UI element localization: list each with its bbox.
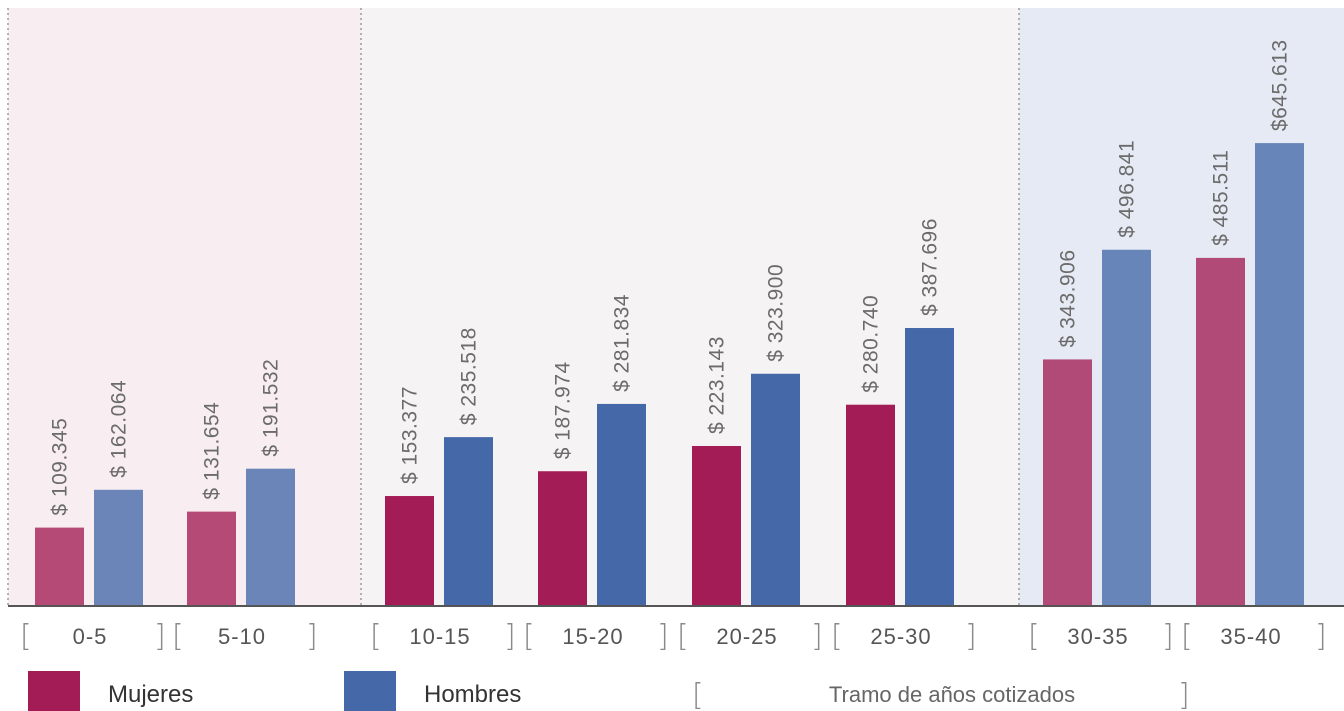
tick-bracket-close: ] bbox=[306, 619, 318, 654]
bar-hombres-25-30 bbox=[905, 328, 954, 606]
value-label-hombres-5-10: $ 191.532 bbox=[260, 359, 283, 457]
legend-swatch-mujeres bbox=[28, 671, 80, 711]
value-label-mujeres-0-5: $ 109.345 bbox=[49, 418, 72, 516]
tick-label-10-15: 10-15 bbox=[409, 624, 470, 649]
tick-bracket-open: [ bbox=[1028, 619, 1040, 654]
value-label-mujeres-25-30: $ 280.740 bbox=[860, 295, 883, 393]
value-label-hombres-15-20: $ 281.834 bbox=[611, 294, 634, 392]
bar-hombres-15-20 bbox=[597, 403, 646, 606]
bar-hombres-35-40 bbox=[1255, 143, 1304, 607]
x-axis-title-text: Tramo de años cotizados bbox=[829, 682, 1075, 707]
value-label-hombres-10-15: $ 235.518 bbox=[458, 327, 481, 425]
bar-hombres-5-10 bbox=[246, 468, 295, 606]
tick-bracket-open: [ bbox=[20, 619, 32, 654]
bar-mujeres-15-20 bbox=[538, 471, 587, 606]
bar-mujeres-30-35 bbox=[1043, 359, 1092, 606]
tick-label-30-35: 30-35 bbox=[1067, 624, 1128, 649]
bar-mujeres-20-25 bbox=[692, 446, 741, 606]
bar-mujeres-5-10 bbox=[187, 511, 236, 606]
legend: Mujeres Hombres bbox=[28, 671, 521, 711]
bar-mujeres-0-5 bbox=[35, 527, 84, 606]
tick-bracket-open: [ bbox=[172, 619, 184, 654]
value-label-mujeres-10-15: $ 153.377 bbox=[399, 386, 422, 484]
value-label-mujeres-30-35: $ 343.906 bbox=[1057, 249, 1080, 347]
tick-bracket-close: ] bbox=[1162, 619, 1174, 654]
tick-label-25-30: 25-30 bbox=[870, 624, 931, 649]
tick-label-0-5: 0-5 bbox=[73, 624, 108, 649]
legend-swatch-hombres bbox=[344, 671, 396, 711]
value-label-mujeres-20-25: $ 223.143 bbox=[706, 336, 729, 434]
bar-hombres-0-5 bbox=[94, 489, 143, 606]
tick-bracket-open: [ bbox=[523, 619, 535, 654]
bar-mujeres-10-15 bbox=[385, 496, 434, 606]
value-label-hombres-0-5: $ 162.064 bbox=[108, 380, 131, 478]
tick-bracket-close: ] bbox=[965, 619, 977, 654]
tick-bracket-close: ] bbox=[811, 619, 823, 654]
tick-bracket-close: ] bbox=[1315, 619, 1327, 654]
tick-bracket-open: [ bbox=[677, 619, 689, 654]
bar-mujeres-25-30 bbox=[846, 404, 895, 606]
value-label-mujeres-15-20: $ 187.974 bbox=[552, 361, 575, 459]
value-label-hombres-35-40: $645.613 bbox=[1269, 40, 1292, 132]
tick-label-35-40: 35-40 bbox=[1220, 624, 1281, 649]
tick-bracket-close: ] bbox=[657, 619, 669, 654]
tick-bracket-close: ] bbox=[154, 619, 166, 654]
bar-hombres-10-15 bbox=[444, 437, 493, 606]
tick-bracket-close: ] bbox=[504, 619, 516, 654]
bar-hombres-20-25 bbox=[751, 373, 800, 606]
value-label-mujeres-35-40: $ 485.511 bbox=[1210, 150, 1233, 246]
xtitle-bracket-open: [ bbox=[692, 678, 704, 711]
tick-bracket-open: [ bbox=[1181, 619, 1193, 654]
bar-hombres-30-35 bbox=[1102, 249, 1151, 606]
legend-label-mujeres: Mujeres bbox=[108, 681, 193, 708]
value-label-mujeres-5-10: $ 131.654 bbox=[201, 402, 224, 500]
value-label-hombres-30-35: $ 496.841 bbox=[1116, 140, 1139, 238]
legend-label-hombres: Hombres bbox=[424, 681, 521, 708]
tick-label-5-10: 5-10 bbox=[218, 624, 266, 649]
value-label-hombres-25-30: $ 387.696 bbox=[919, 218, 942, 316]
bar-mujeres-35-40 bbox=[1196, 257, 1245, 606]
x-axis-title: [ Tramo de años cotizados ] bbox=[692, 678, 1190, 711]
group-background bbox=[8, 8, 361, 606]
tick-bracket-open: [ bbox=[831, 619, 843, 654]
value-label-hombres-20-25: $ 323.900 bbox=[765, 264, 788, 362]
xtitle-bracket-close: ] bbox=[1178, 678, 1190, 711]
tick-label-15-20: 15-20 bbox=[562, 624, 623, 649]
tick-bracket-open: [ bbox=[370, 619, 382, 654]
tick-label-20-25: 20-25 bbox=[716, 624, 777, 649]
